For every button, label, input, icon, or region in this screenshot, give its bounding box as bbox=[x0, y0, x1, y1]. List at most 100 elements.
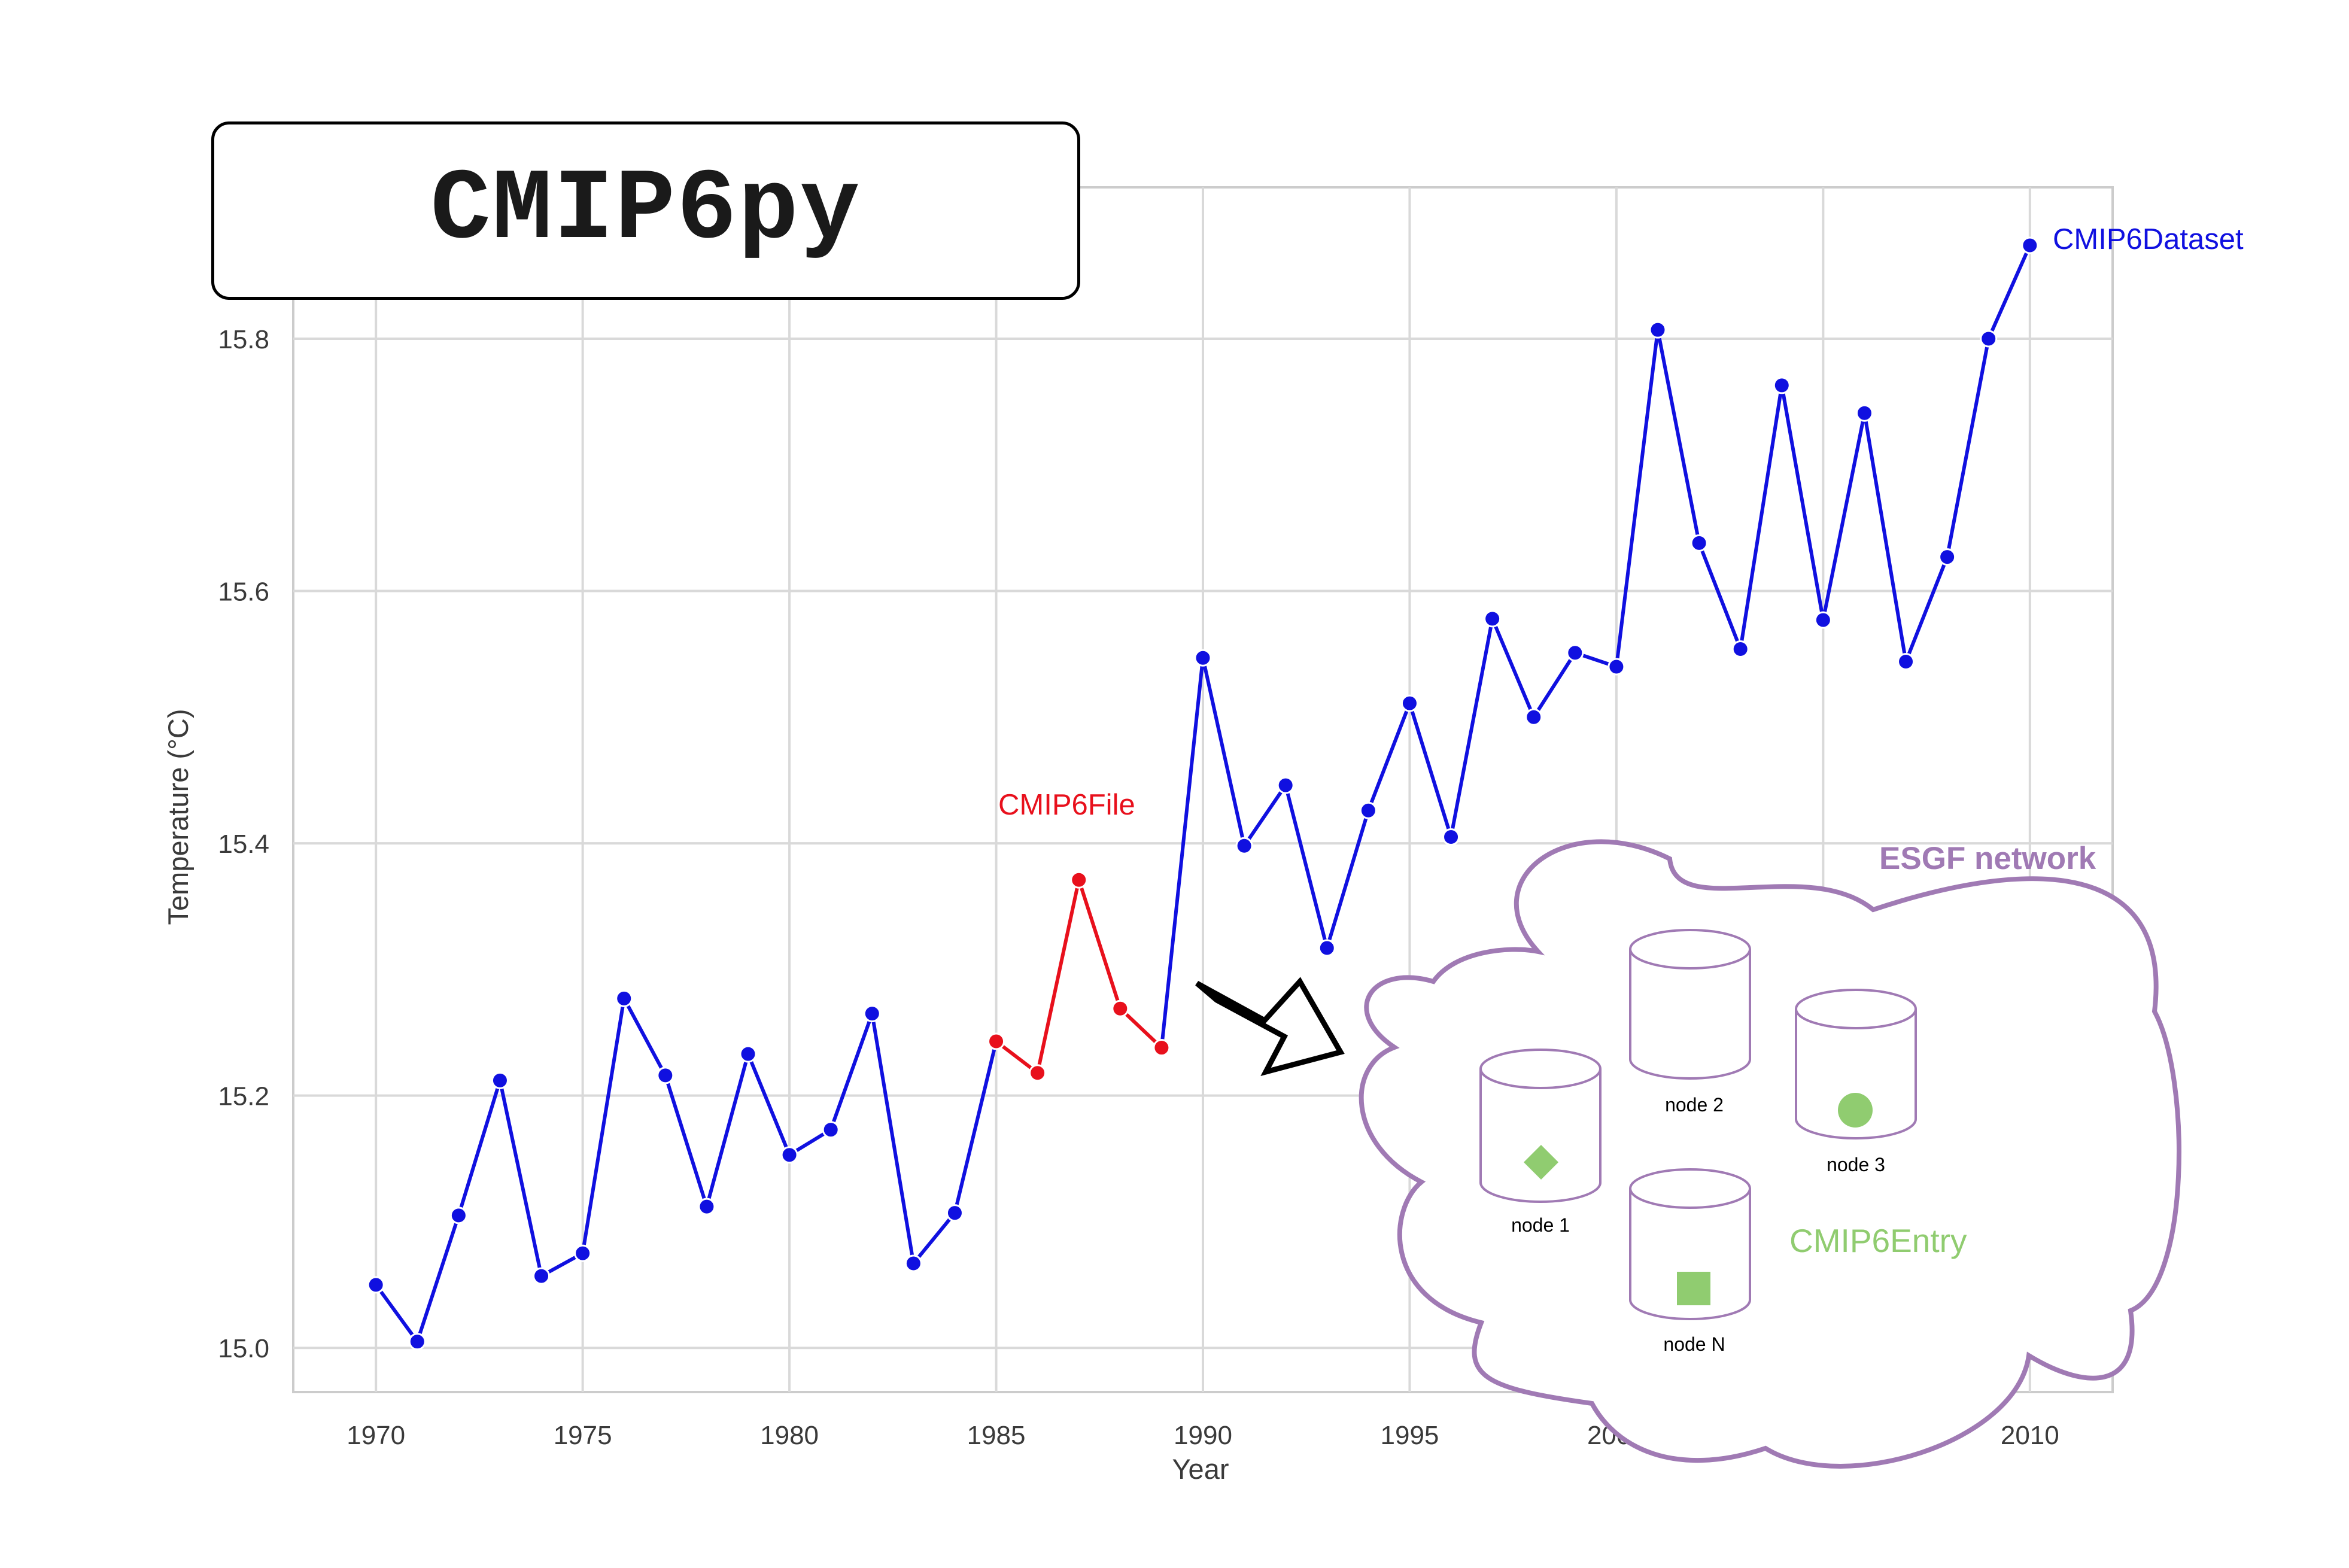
dataset-data-point bbox=[1235, 837, 1253, 855]
dataset-data-point bbox=[780, 1146, 798, 1164]
x-tick-label: 1995 bbox=[1381, 1421, 1439, 1450]
node-n-cylinder-top bbox=[1629, 1168, 1751, 1209]
dataset-data-point bbox=[1484, 610, 1502, 628]
file-data-point bbox=[1153, 1039, 1171, 1057]
dataset-data-point bbox=[491, 1071, 509, 1089]
node-2-cylinder-top bbox=[1629, 929, 1751, 970]
dataset-line-segment bbox=[1904, 555, 1949, 664]
dataset-line-segment bbox=[1284, 783, 1329, 950]
node-3-cylinder bbox=[1795, 1009, 1917, 1139]
dataset-data-point bbox=[863, 1005, 881, 1023]
node-2: node 2 bbox=[1629, 929, 1751, 1116]
node-2-label: node 2 bbox=[1665, 1094, 1724, 1116]
dataset-line-segment bbox=[1862, 411, 1908, 664]
file-annotation: CMIP6File bbox=[998, 789, 1135, 821]
title-box: CMIP6py bbox=[211, 121, 1080, 300]
dataset-data-point bbox=[1980, 330, 1998, 348]
dataset-data-point bbox=[1773, 376, 1791, 394]
dataset-data-point bbox=[1318, 939, 1336, 957]
dataset-data-point bbox=[1731, 640, 1749, 658]
dataset-data-point bbox=[2021, 236, 2039, 254]
node-1: node 1 bbox=[1479, 1049, 1602, 1236]
dataset-line-segment bbox=[415, 1213, 461, 1344]
x-tick-label: 1980 bbox=[760, 1421, 819, 1450]
esgf-network-title: ESGF network bbox=[1879, 841, 2096, 876]
file-data-point bbox=[1111, 999, 1129, 1017]
dataset-data-point bbox=[449, 1207, 467, 1224]
dataset-line-segment bbox=[581, 996, 626, 1256]
dataset-line-segment bbox=[498, 1078, 543, 1278]
cmip6entry-label: CMIP6Entry bbox=[1789, 1222, 1967, 1259]
dataset-data-point bbox=[1897, 653, 1915, 671]
y-tick-label: 15.0 bbox=[218, 1334, 269, 1363]
dataset-line-segment bbox=[1656, 328, 1701, 545]
dataset-data-point bbox=[1607, 658, 1625, 676]
node-3-label: node 3 bbox=[1827, 1154, 1885, 1175]
dataset-line-segment bbox=[1366, 701, 1412, 813]
arrow-icon bbox=[1195, 977, 1345, 1076]
dataset-data-point bbox=[367, 1276, 385, 1294]
dataset-line-segment bbox=[1449, 616, 1494, 839]
node-3-cylinder-top bbox=[1795, 989, 1917, 1029]
node-2-cylinder bbox=[1629, 949, 1751, 1080]
y-tick-label: 15.6 bbox=[218, 578, 269, 607]
dataset-line-segment bbox=[1325, 809, 1370, 950]
dataset-data-point bbox=[1690, 534, 1708, 552]
dataset-line-segment bbox=[829, 1011, 874, 1132]
x-tick-label: 1975 bbox=[554, 1421, 612, 1450]
dataset-data-point bbox=[1194, 649, 1212, 667]
dataset-line-segment bbox=[457, 1078, 502, 1217]
circle-icon bbox=[1838, 1093, 1873, 1128]
file-line-segment bbox=[1035, 878, 1081, 1075]
temperature-points bbox=[367, 236, 2039, 1351]
temperature-series bbox=[374, 243, 2032, 1344]
node-3: node 3 bbox=[1795, 989, 1917, 1175]
dataset-line-segment bbox=[1408, 701, 1453, 839]
dataset-line-segment bbox=[746, 1052, 792, 1157]
dataset-data-point bbox=[904, 1254, 922, 1272]
x-tick-label: 1985 bbox=[967, 1421, 1026, 1450]
dataset-data-point bbox=[1938, 548, 1956, 566]
y-tick-labels: 15.0 15.2 15.4 15.6 15.8 bbox=[218, 325, 269, 1363]
esgf-cloud-shape bbox=[1359, 839, 2181, 1469]
dataset-data-point bbox=[1649, 321, 1667, 339]
dataset-data-point bbox=[657, 1066, 674, 1084]
dataset-line-segment bbox=[1945, 336, 1991, 559]
dataset-line-segment bbox=[870, 1011, 916, 1265]
dataset-data-point bbox=[1277, 776, 1294, 794]
dataset-data-point bbox=[1400, 694, 1418, 712]
dataset-line-segment bbox=[1739, 383, 1784, 651]
title-text: CMIP6py bbox=[430, 154, 861, 268]
node-1-cylinder-top bbox=[1479, 1049, 1602, 1089]
node-1-label: node 1 bbox=[1511, 1214, 1570, 1236]
dataset-data-point bbox=[1359, 801, 1377, 819]
dataset-line-segment bbox=[622, 996, 667, 1077]
y-axis-label: Temperature (°C) bbox=[162, 709, 194, 925]
dataset-line-segment bbox=[1490, 616, 1536, 719]
file-data-point bbox=[1029, 1064, 1047, 1082]
dataset-line-segment bbox=[1780, 383, 1825, 622]
dataset-data-point bbox=[1442, 828, 1460, 846]
x-tick-label: 1970 bbox=[347, 1421, 405, 1450]
node-n-label: node N bbox=[1663, 1333, 1725, 1355]
dataset-line-segment bbox=[1531, 651, 1577, 719]
dataset-data-point bbox=[739, 1045, 757, 1063]
dataset-line-segment bbox=[374, 1283, 420, 1344]
file-line-segment bbox=[1077, 878, 1122, 1011]
dataset-annotation: CMIP6Dataset bbox=[2053, 223, 2244, 256]
file-line-segment bbox=[1118, 1007, 1163, 1050]
y-tick-label: 15.8 bbox=[218, 325, 269, 354]
dataset-data-point bbox=[946, 1204, 964, 1222]
dataset-line-segment bbox=[953, 1040, 998, 1215]
dataset-data-point bbox=[698, 1198, 716, 1215]
dataset-line-segment bbox=[1614, 328, 1660, 668]
file-data-point bbox=[1070, 871, 1088, 889]
dataset-line-segment bbox=[911, 1211, 957, 1265]
node-1-cylinder bbox=[1479, 1069, 1602, 1203]
dataset-data-point bbox=[1814, 611, 1832, 629]
dataset-data-point bbox=[533, 1267, 551, 1285]
dataset-line-segment bbox=[663, 1073, 709, 1209]
dataset-line-segment bbox=[1821, 411, 1867, 622]
diamond-icon bbox=[1524, 1145, 1558, 1180]
dataset-data-point bbox=[822, 1121, 840, 1139]
